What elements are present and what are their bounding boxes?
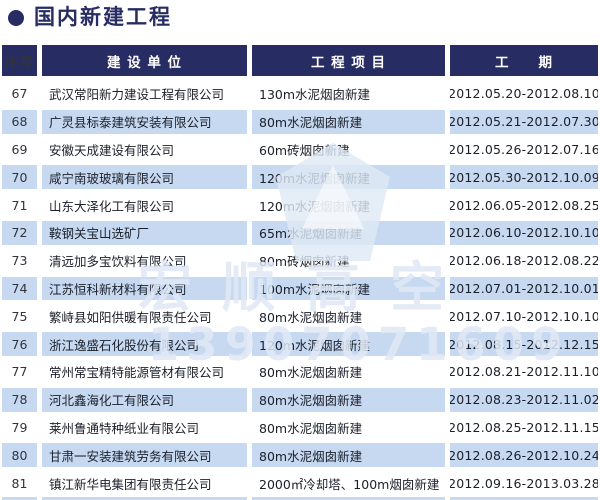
cell-period: 2012.06.10-2012.10.10 — [450, 218, 598, 247]
cell-no: 79 — [11, 419, 28, 435]
table-row: 76 浙江逸盛石化股份有限公司 120m水泥烟囱新建 2012.08.15-20… — [2, 330, 598, 358]
cell-project: 100m水泥烟囱新建 — [252, 274, 445, 303]
table-row: 73 清远加多宝饮料有限公司 80m砖烟囱新建 2012.06.18-2012.… — [2, 247, 598, 275]
cell-company: 清远加多宝饮料有限公司 — [49, 254, 187, 270]
cell-period: 2012.08.23-2012.11.02 — [450, 385, 598, 414]
cell-no: 78 — [2, 385, 37, 414]
table-row: 80 甘肃一安装建筑劳务有限公司 80m水泥烟囱新建 2012.08.26-20… — [2, 441, 598, 470]
table-row: 77 常州常宝精特能源管材有限公司 80m水泥烟囱新建 2012.08.21-2… — [2, 358, 598, 386]
cell-period: 2012.08.21-2012.11.10 — [450, 364, 598, 380]
cell-company: 镇江新华电集团有限责任公司 — [49, 476, 212, 492]
cell-company: 江苏恒科新材料有限公司 — [42, 274, 247, 303]
cell-project: 120m水泥烟囱新建 — [259, 198, 371, 214]
table-row: 78 河北鑫海化工有限公司 80m水泥烟囱新建 2012.08.23-2012.… — [2, 385, 598, 414]
cell-company: 繁峙县如阳供暖有限责任公司 — [49, 309, 212, 325]
cell-period: 2012.08.26-2012.10.24 — [450, 441, 598, 470]
cell-period: 2012.05.20-2012.08.10 — [450, 86, 598, 102]
cell-no: 76 — [2, 330, 37, 358]
partial-cell — [42, 496, 247, 500]
cell-project: 80m水泥烟囱新建 — [252, 107, 445, 136]
cell-no: 74 — [2, 274, 37, 303]
table-row: 75 繁峙县如阳供暖有限责任公司 80m水泥烟囱新建 2012.07.10-20… — [2, 302, 598, 330]
cell-period: 2012.09.16-2013.03.28 — [450, 475, 598, 491]
cell-project: 120m水泥烟囱新建 — [252, 330, 445, 358]
partial-cell — [2, 496, 37, 500]
header-no: 序号 — [2, 45, 37, 76]
cell-no: 68 — [2, 107, 37, 136]
section-title-bar: 国内新建工程 — [8, 7, 172, 28]
cell-company: 甘肃一安装建筑劳务有限公司 — [42, 441, 247, 470]
cell-period: 2012.08.25-2012.11.15 — [450, 419, 598, 435]
cell-project: 2000㎡冷却塔、100m烟囱新建 — [259, 476, 440, 492]
cell-no: 70 — [2, 163, 37, 192]
table-body: 67 武汉常阳新力建设工程有限公司 130m水泥烟囱新建 2012.05.20-… — [2, 80, 598, 497]
projects-table: 序号 建 设 单 位 工 程 项 目 工 期 67 武汉常阳新力建设工程有限公司… — [2, 45, 598, 500]
table-row: 70 咸宁南玻玻璃有限公司 120m水泥烟囱新建 2012.05.30-2012… — [2, 163, 598, 192]
cell-no: 80 — [2, 441, 37, 470]
cell-company: 浙江逸盛石化股份有限公司 — [42, 330, 247, 358]
cell-company: 鞍钢关宝山选矿厂 — [42, 218, 247, 247]
header-period: 工 期 — [450, 45, 598, 76]
cell-project: 80m水泥烟囱新建 — [259, 309, 363, 325]
cell-no: 72 — [2, 218, 37, 247]
cell-project: 130m水泥烟囱新建 — [259, 87, 371, 103]
bullet-icon — [8, 9, 24, 26]
table-row: 69 安徽天成建设有限公司 60m砖烟囱新建 2012.05.26-2012.0… — [2, 136, 598, 164]
cell-no: 77 — [11, 364, 28, 380]
table-row: 68 广灵县标泰建筑安装有限公司 80m水泥烟囱新建 2012.05.21-20… — [2, 107, 598, 136]
cell-company: 广灵县标泰建筑安装有限公司 — [42, 107, 247, 136]
cell-project: 80m水泥烟囱新建 — [259, 365, 363, 381]
header-project: 工 程 项 目 — [252, 45, 445, 76]
cell-project: 80m水泥烟囱新建 — [252, 441, 445, 470]
table-row: 74 江苏恒科新材料有限公司 100m水泥烟囱新建 2012.07.01-201… — [2, 274, 598, 303]
table-row: 81 镇江新华电集团有限责任公司 2000㎡冷却塔、100m烟囱新建 2012.… — [2, 469, 598, 497]
cell-period: 2012.07.10-2012.10.10 — [450, 308, 598, 324]
table-row: 72 鞍钢关宝山选矿厂 65m水泥烟囱新建 2012.06.10-2012.10… — [2, 218, 598, 247]
cell-company: 安徽天成建设有限公司 — [49, 142, 175, 158]
cell-company: 咸宁南玻玻璃有限公司 — [42, 163, 247, 192]
cell-project: 120m水泥烟囱新建 — [252, 163, 445, 192]
cell-company: 山东大泽化工有限公司 — [49, 198, 175, 214]
table-header-row: 序号 建 设 单 位 工 程 项 目 工 期 — [2, 45, 598, 76]
cell-no: 67 — [11, 86, 28, 102]
page-title: 国内新建工程 — [34, 5, 172, 29]
table-row: 79 莱州鲁通特种纸业有限公司 80m水泥烟囱新建 2012.08.25-201… — [2, 414, 598, 442]
cell-project: 60m砖烟囱新建 — [259, 142, 350, 158]
cell-company: 莱州鲁通特种纸业有限公司 — [49, 420, 200, 436]
cell-no: 69 — [11, 141, 28, 157]
cell-no: 73 — [11, 253, 28, 269]
partial-cell — [252, 496, 445, 500]
table-row: 67 武汉常阳新力建设工程有限公司 130m水泥烟囱新建 2012.05.20-… — [2, 80, 598, 108]
partial-next-row — [2, 496, 598, 500]
cell-project: 80m水泥烟囱新建 — [259, 420, 363, 436]
cell-period: 2012.08.15-2012.12.15 — [450, 330, 598, 358]
cell-no: 81 — [11, 475, 28, 491]
cell-period: 2012.05.30-2012.10.09 — [450, 163, 598, 192]
cell-company: 常州常宝精特能源管材有限公司 — [49, 365, 225, 381]
cell-no: 75 — [11, 308, 28, 324]
cell-period: 2012.05.26-2012.07.16 — [450, 141, 598, 157]
cell-project: 65m水泥烟囱新建 — [252, 218, 445, 247]
cell-period: 2012.05.21-2012.07.30 — [450, 107, 598, 136]
cell-period: 2012.07.01-2012.10.01 — [450, 274, 598, 303]
cell-project: 80m水泥烟囱新建 — [252, 385, 445, 414]
header-company: 建 设 单 位 — [42, 45, 247, 76]
cell-company: 河北鑫海化工有限公司 — [42, 385, 247, 414]
partial-cell — [450, 496, 598, 500]
cell-company: 武汉常阳新力建设工程有限公司 — [49, 87, 225, 103]
cell-period: 2012.06.05-2012.08.25 — [450, 197, 598, 213]
cell-project: 80m砖烟囱新建 — [259, 254, 350, 270]
cell-period: 2012.06.18-2012.08.22 — [450, 253, 598, 269]
cell-no: 71 — [11, 197, 28, 213]
table-row: 71 山东大泽化工有限公司 120m水泥烟囱新建 2012.06.05-2012… — [2, 191, 598, 219]
